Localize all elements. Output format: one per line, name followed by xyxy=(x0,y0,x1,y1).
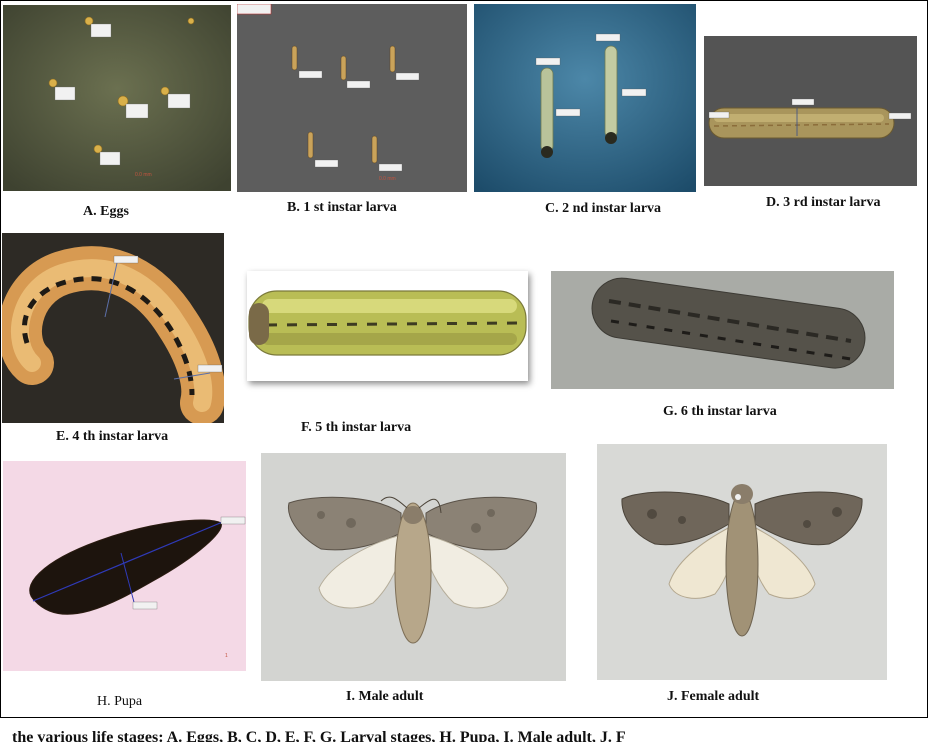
caption-fifth-instar: F. 5 th instar larva xyxy=(301,420,412,435)
caption-third-instar: D. 3 rd instar larva xyxy=(766,195,881,210)
panel-second-instar-image xyxy=(474,4,696,192)
panel-female-adult-image xyxy=(597,444,887,680)
caption-first-instar: B. 1 st instar larva xyxy=(287,200,397,215)
caption-female-adult: J. Female adult xyxy=(667,689,760,704)
panel-pupa-image: 1 xyxy=(3,461,246,671)
svg-text:0.0 mm: 0.0 mm xyxy=(379,176,396,182)
panel-sixth-instar-image xyxy=(551,271,894,389)
figure-caption-truncated: the various life stages: A. Eggs, B, C, … xyxy=(12,729,626,742)
panel-fifth-instar-image xyxy=(247,271,528,381)
svg-text:1: 1 xyxy=(225,653,228,659)
panel-fourth-instar-image xyxy=(2,233,224,423)
caption-fourth-instar: E. 4 th instar larva xyxy=(56,429,169,444)
panel-eggs-image: 0.0 mm xyxy=(3,5,231,191)
caption-second-instar: C. 2 nd instar larva xyxy=(545,201,662,216)
caption-sixth-instar: G. 6 th instar larva xyxy=(663,404,777,419)
panel-first-instar-image: 0.0 mm xyxy=(237,4,467,192)
caption-eggs: A. Eggs xyxy=(83,204,129,219)
caption-pupa: H. Pupa xyxy=(97,694,143,709)
panel-third-instar-image xyxy=(704,36,917,186)
caption-male-adult: I. Male adult xyxy=(346,689,424,704)
figure-frame: 0.0 mm A. Eggs 0.0 mm B. 1 st instar lar… xyxy=(0,0,928,718)
panel-male-adult-image xyxy=(261,453,566,681)
svg-text:0.0 mm: 0.0 mm xyxy=(135,172,152,178)
